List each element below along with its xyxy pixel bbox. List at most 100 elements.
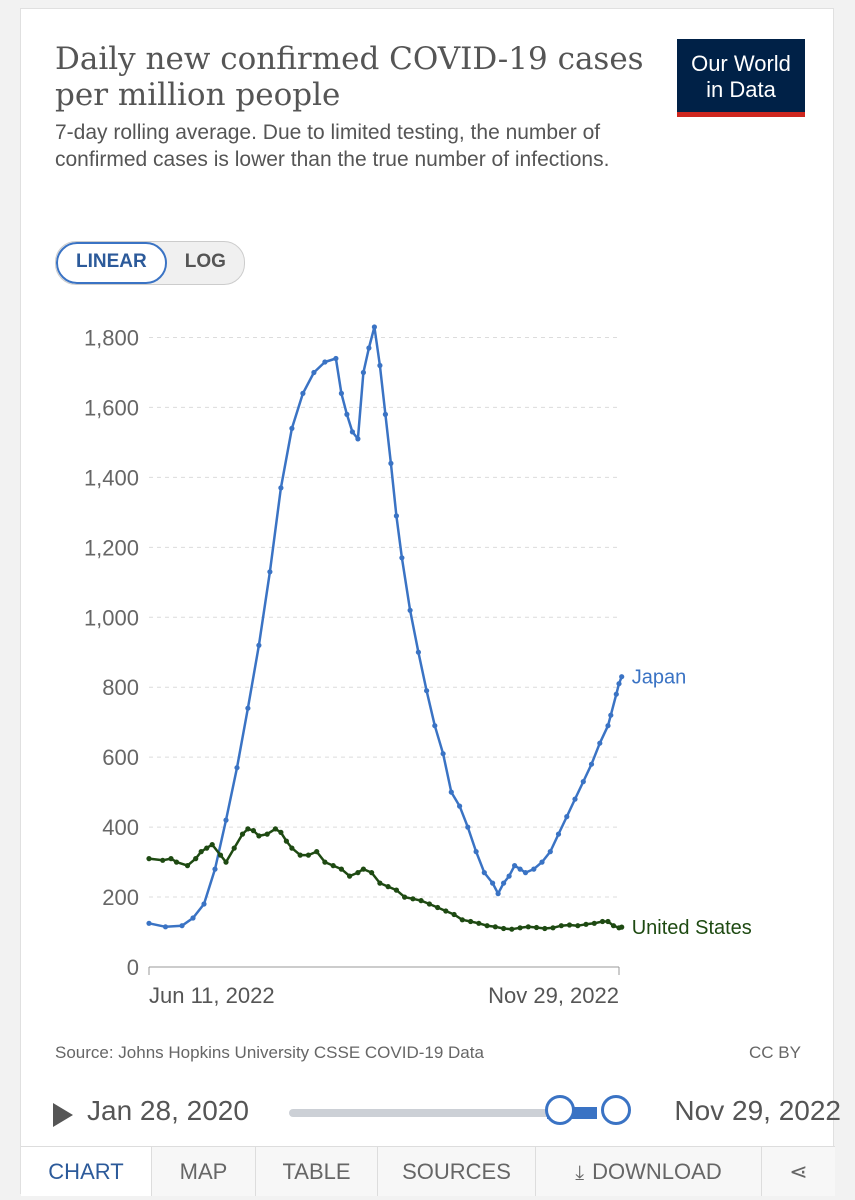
data-point-united-states <box>492 924 498 930</box>
timeline-track[interactable] <box>289 1109 589 1117</box>
data-point-japan <box>360 369 366 376</box>
data-point-japan <box>146 920 152 926</box>
timeline-end-label: Nov 29, 2022 <box>674 1095 841 1126</box>
data-point-japan <box>531 866 537 872</box>
log-button[interactable]: LOG <box>184 251 226 272</box>
data-point-united-states <box>231 845 237 851</box>
data-point-united-states <box>468 918 474 925</box>
data-point-united-states <box>443 908 449 914</box>
tab-map[interactable]: MAP <box>151 1147 255 1196</box>
data-point-united-states <box>377 880 383 886</box>
data-point-united-states <box>418 898 424 904</box>
data-point-united-states <box>245 826 251 832</box>
share-button[interactable]: ⋖ <box>761 1147 835 1196</box>
y-tick-label: 1,000 <box>84 605 139 630</box>
data-point-japan <box>311 369 317 376</box>
data-point-japan <box>448 789 454 795</box>
tab-table[interactable]: TABLE <box>255 1147 377 1196</box>
logo-line-1: Our World <box>691 51 791 76</box>
data-point-united-states <box>283 838 289 844</box>
series-line-japan <box>148 325 623 929</box>
data-point-united-states <box>355 870 361 876</box>
data-point-japan <box>465 824 471 830</box>
data-point-united-states <box>305 852 311 858</box>
data-point-united-states <box>209 842 215 848</box>
data-point-united-states <box>619 924 625 930</box>
data-point-japan <box>440 751 446 757</box>
timeline-end-handle[interactable] <box>601 1095 631 1125</box>
data-point-united-states <box>476 920 482 926</box>
data-point-united-states <box>168 856 174 862</box>
linear-button[interactable]: LINEAR <box>56 242 167 284</box>
data-point-japan <box>349 429 355 435</box>
data-point-japan <box>344 411 350 417</box>
data-point-united-states <box>410 896 416 902</box>
data-point-japan <box>506 873 512 879</box>
x-axis: Jun 11, 2022 Nov 29, 2022 <box>148 966 620 1008</box>
data-point-united-states <box>146 856 152 862</box>
data-point-japan <box>201 901 207 907</box>
data-point-japan <box>597 740 603 746</box>
data-point-japan <box>179 923 185 929</box>
data-point-japan <box>457 803 463 809</box>
data-point-united-states <box>558 923 564 929</box>
data-point-japan <box>613 691 619 697</box>
data-point-japan <box>322 359 328 365</box>
data-point-japan <box>223 817 229 823</box>
data-point-japan <box>572 796 578 802</box>
data-point-japan <box>338 390 344 396</box>
license-link[interactable]: CC BY <box>749 1043 801 1062</box>
data-point-united-states <box>459 917 465 923</box>
scale-toggle[interactable]: LINEAR LOG <box>55 241 245 285</box>
data-point-united-states <box>198 849 204 855</box>
data-point-japan <box>517 866 523 872</box>
y-tick-label: 1,600 <box>84 395 139 420</box>
data-point-japan <box>377 362 383 369</box>
data-point-japan <box>616 681 622 687</box>
timeline-start-handle[interactable] <box>545 1095 575 1125</box>
play-icon[interactable] <box>53 1103 73 1127</box>
data-point-united-states <box>322 859 328 865</box>
owid-logo[interactable]: Our World in Data <box>677 39 805 117</box>
chart-series: Japan United States <box>146 324 752 939</box>
y-tick-label: 1,200 <box>84 535 139 560</box>
data-point-japan <box>393 513 399 519</box>
download-icon: ⤓ <box>575 1162 585 1184</box>
timeline[interactable]: Jan 28, 2020 Nov 29, 2022 <box>51 1091 841 1135</box>
logo-line-2: in Data <box>706 77 776 102</box>
data-point-japan <box>289 425 295 431</box>
data-point-japan <box>245 705 251 711</box>
data-point-united-states <box>451 911 457 918</box>
chart-card: Daily new confirmed COVID-19 cases per m… <box>20 8 841 1196</box>
data-point-united-states <box>314 849 320 855</box>
line-chart: 0 200 400 600 800 1,000 1,200 1,400 1,600 1,800 J… <box>84 324 752 1008</box>
data-point-united-states <box>402 894 408 900</box>
y-tick-label: 600 <box>102 745 139 770</box>
y-tick-label: 200 <box>102 885 139 910</box>
data-point-united-states <box>250 828 256 834</box>
data-point-united-states <box>533 924 540 931</box>
y-tick-label: 400 <box>102 815 139 840</box>
data-point-united-states <box>347 873 353 879</box>
tab-sources[interactable]: SOURCES <box>377 1147 535 1196</box>
data-point-japan <box>371 324 377 330</box>
tab-chart[interactable]: CHART <box>21 1147 151 1196</box>
data-point-united-states <box>426 901 432 907</box>
data-point-japan <box>555 831 562 837</box>
data-point-united-states <box>297 852 303 858</box>
data-point-japan <box>382 411 388 417</box>
data-point-japan <box>539 859 545 865</box>
data-point-united-states <box>272 826 278 832</box>
data-point-united-states <box>509 926 515 932</box>
data-point-united-states <box>173 859 180 865</box>
data-point-japan <box>415 649 421 655</box>
share-icon: ⋖ <box>789 1159 808 1184</box>
tab-download[interactable]: ⤓ DOWNLOAD <box>535 1147 761 1196</box>
data-point-japan <box>212 866 218 872</box>
data-point-united-states <box>160 857 166 863</box>
data-point-united-states <box>566 922 573 928</box>
y-tick-label: 1,800 <box>84 325 139 350</box>
data-point-japan <box>300 390 306 396</box>
source-note[interactable]: Source: Johns Hopkins University CSSE CO… <box>55 1043 484 1062</box>
data-point-united-states <box>542 925 548 932</box>
